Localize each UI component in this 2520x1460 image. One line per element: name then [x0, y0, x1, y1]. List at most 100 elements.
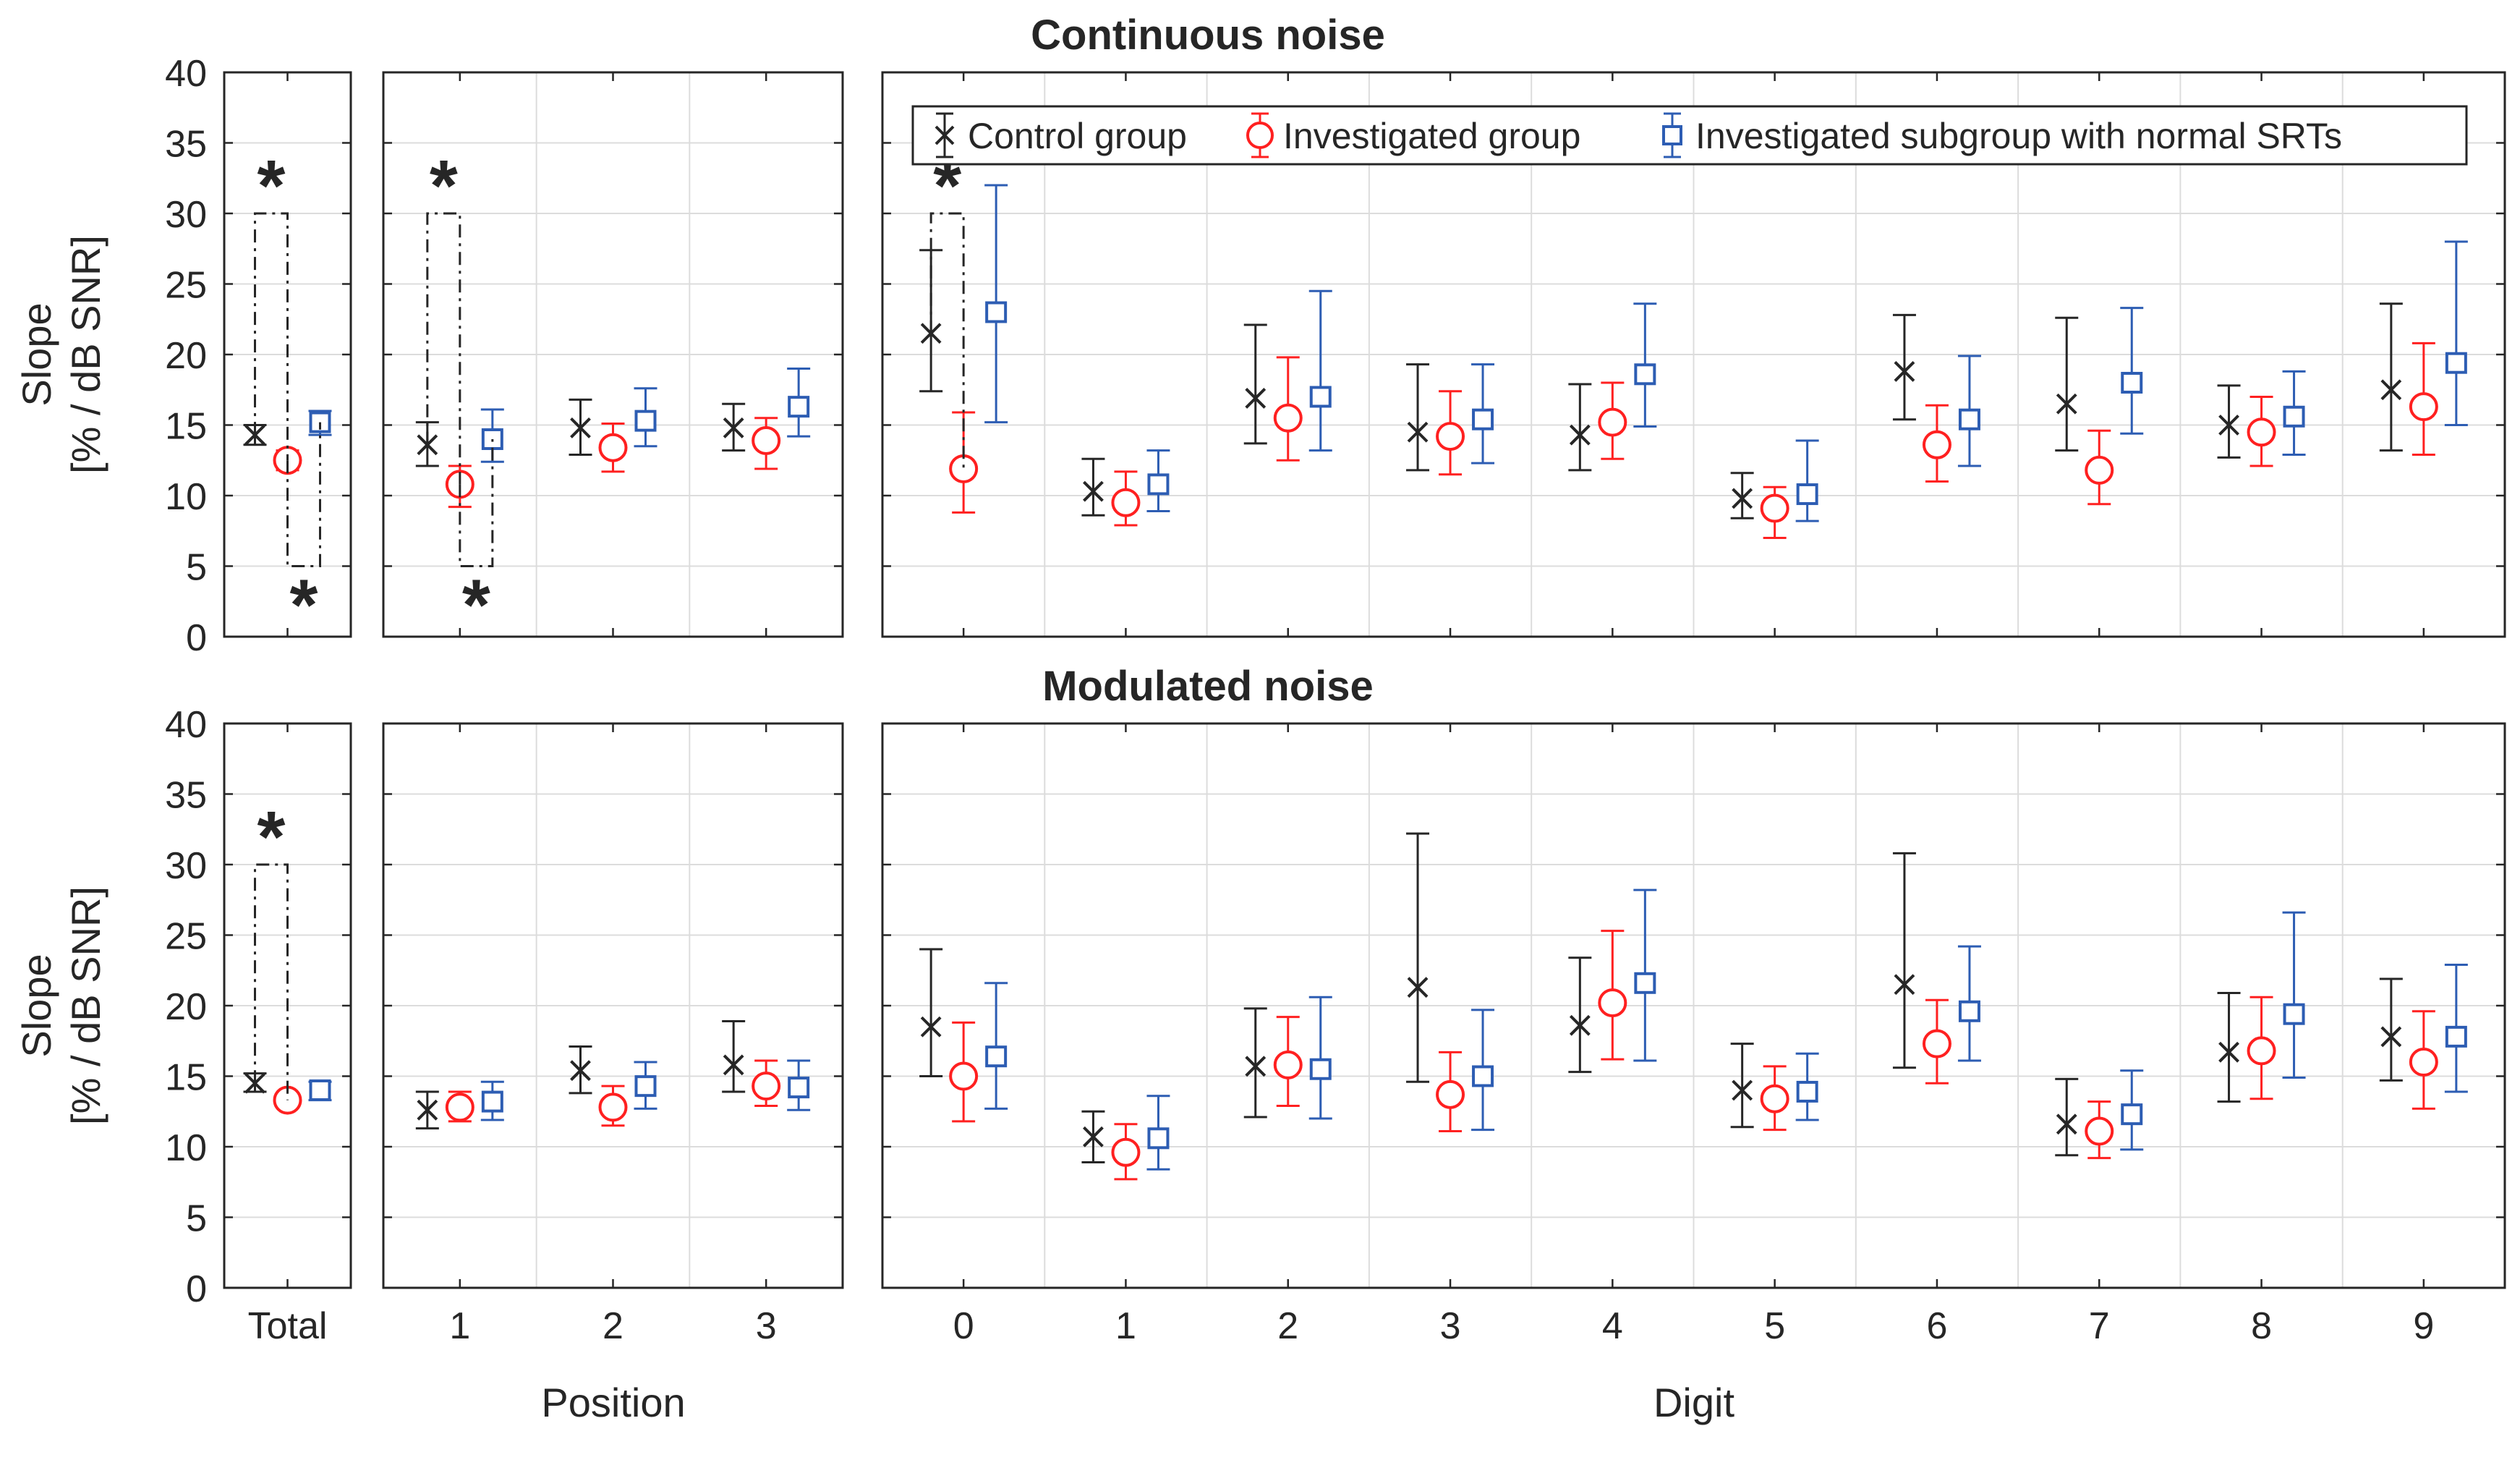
legend-marker-cross — [935, 125, 955, 145]
data-point-square — [788, 396, 810, 418]
data-point-cross — [920, 1016, 942, 1037]
series-0 — [415, 1019, 746, 1130]
data-point-cross — [1407, 421, 1429, 443]
legend-marker-square — [1662, 125, 1682, 145]
data-point-cross — [2380, 1026, 2402, 1048]
x-tick-label: 4 — [1602, 1305, 1623, 1347]
data-point-circle — [752, 425, 781, 455]
data-point-circle — [1436, 422, 1465, 451]
data-point-cross — [2218, 1041, 2239, 1063]
x-tick-label: 8 — [2251, 1305, 2272, 1347]
x-tick-label: 3 — [756, 1305, 777, 1347]
data-point-square — [1309, 386, 1332, 408]
data-point-square — [481, 1090, 503, 1113]
data-point-square — [634, 409, 657, 432]
y-tick-label: 30 — [165, 845, 207, 887]
data-point-circle — [949, 454, 979, 483]
panel-position: 1 2 3 — [382, 722, 844, 1347]
panel-border — [881, 71, 2506, 638]
data-point-circle — [949, 1061, 979, 1091]
y-tick-label: 35 — [165, 775, 207, 817]
significance-marker: * — [462, 565, 490, 646]
y-tick-label: 20 — [165, 986, 207, 1028]
series-0 — [919, 832, 2403, 1163]
y-tick-label: 0 — [186, 617, 207, 659]
legend-marker-circle — [1246, 122, 1274, 149]
data-point-square — [2445, 352, 2467, 374]
data-point-square — [1796, 1080, 1818, 1103]
significance-marker: * — [430, 145, 458, 226]
x-tick-label: 6 — [1926, 1305, 1947, 1347]
x-axis-label-position: Position — [541, 1380, 685, 1425]
data-point-cross — [2056, 393, 2077, 415]
data-point-square — [1472, 1065, 1494, 1087]
data-point-circle — [445, 1092, 474, 1122]
panel-digit: * — [881, 71, 2506, 638]
data-point-square — [1796, 483, 1818, 506]
data-point-circle — [1922, 1029, 1951, 1058]
data-point-square — [1634, 363, 1656, 386]
series-2 — [480, 368, 811, 463]
significance-line — [254, 863, 289, 1100]
panel-total: ** — [223, 71, 352, 646]
y-tick-label: 15 — [165, 406, 207, 448]
y-axis-label-line2: [% / dB SNR] — [63, 886, 108, 1125]
data-point-square — [1147, 473, 1170, 496]
data-point-square — [2121, 1103, 2143, 1126]
x-tick-label: 1 — [449, 1305, 470, 1347]
data-point-circle — [1598, 407, 1627, 437]
data-point-circle — [2085, 1116, 2114, 1146]
data-point-cross — [1407, 977, 1429, 998]
y-tick-label: 30 — [165, 194, 207, 236]
data-point-circle — [2247, 1036, 2276, 1066]
data-point-cross — [570, 417, 591, 438]
data-point-circle — [598, 1092, 628, 1122]
data-point-circle — [1111, 1137, 1141, 1167]
series-2 — [308, 1079, 332, 1102]
x-tick-label: 9 — [2413, 1305, 2434, 1347]
data-point-cross — [1245, 1056, 1267, 1077]
legend-label: Control group — [968, 116, 1187, 156]
data-point-square — [1147, 1127, 1170, 1150]
data-point-cross — [1083, 1126, 1104, 1147]
data-point-square — [309, 1079, 331, 1101]
data-point-circle — [2085, 455, 2114, 485]
y-tick-label: 0 — [186, 1268, 207, 1310]
data-point-square — [1958, 408, 1980, 430]
data-point-circle — [598, 433, 628, 462]
data-point-circle — [1598, 988, 1627, 1018]
significance-line — [286, 422, 321, 567]
significance-bracket: * — [459, 439, 494, 646]
chart-0: Continuous noise Slope [% / dB SNR] 0 5 10 15 2… — [14, 12, 2506, 659]
data-point-cross — [723, 417, 744, 438]
significance-bracket: * — [254, 145, 289, 461]
data-point-cross — [1894, 360, 1915, 382]
data-point-cross — [417, 1099, 438, 1121]
data-point-square — [985, 1045, 1008, 1068]
panel-digit: 0 1 2 3 4 5 6 7 8 9 — [881, 722, 2506, 1347]
legend-label: Investigated group — [1283, 116, 1580, 156]
legend: Control group Investigated group Investiga… — [911, 105, 2468, 166]
legend-box — [911, 105, 2468, 166]
data-point-square — [1309, 1058, 1332, 1080]
y-tick-label: 25 — [165, 916, 207, 958]
significance-bracket: * — [286, 422, 321, 646]
panel-border — [223, 71, 352, 638]
data-point-cross — [1569, 1014, 1591, 1036]
x-tick-label: 0 — [953, 1305, 974, 1347]
legend-label: Investigated subgroup with normal SRTs — [1695, 116, 2342, 156]
panel-border — [382, 722, 844, 1289]
panel-position: ** — [382, 71, 844, 646]
data-point-cross — [1732, 488, 1753, 509]
panel-total: * Total — [223, 722, 352, 1347]
y-axis-label-line1: Slope — [14, 954, 59, 1057]
y-tick-label: 40 — [165, 704, 207, 746]
y-tick-label: 25 — [165, 265, 207, 307]
data-point-cross — [2056, 1113, 2077, 1135]
data-point-square — [2121, 372, 2143, 394]
series-2 — [984, 184, 2468, 522]
series-2 — [984, 888, 2468, 1171]
chart-title: Modulated noise — [1042, 663, 1374, 710]
